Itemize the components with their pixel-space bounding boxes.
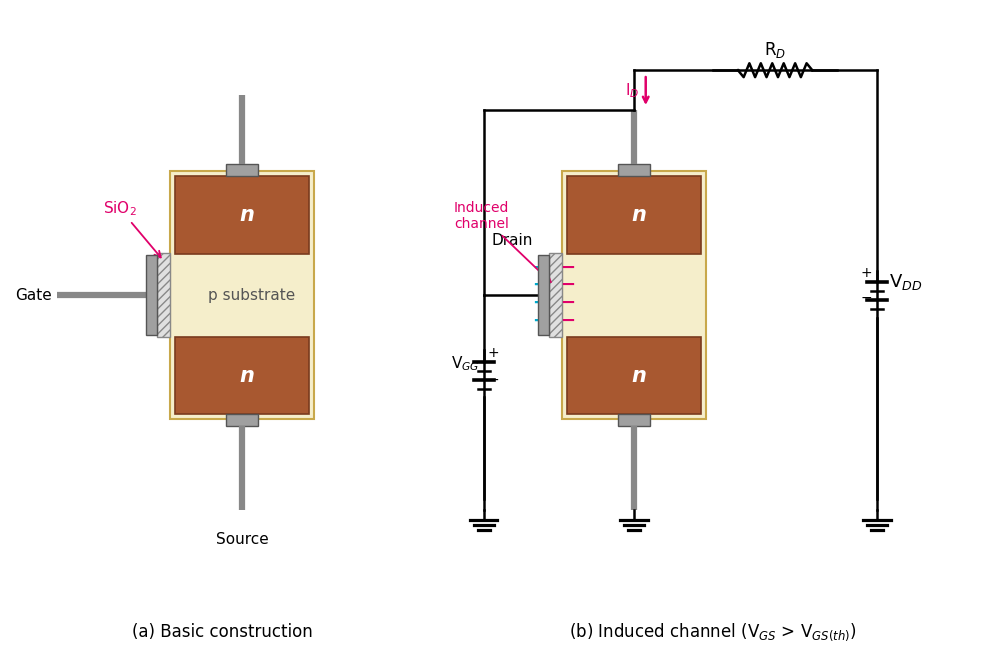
Text: n: n	[240, 205, 254, 225]
Bar	[157, 253, 170, 337]
Text: Gate: Gate	[16, 288, 52, 303]
Text: Source: Source	[216, 532, 268, 547]
Text: SiO$_2$: SiO$_2$	[103, 199, 160, 257]
Bar	[549, 253, 562, 337]
Bar	[562, 172, 706, 419]
Text: +: +	[533, 294, 547, 312]
Text: (b) Induced channel (V$_{GS}$ > V$_{GS(th)}$): (b) Induced channel (V$_{GS}$ > V$_{GS(t…	[569, 622, 857, 643]
Bar	[175, 337, 309, 414]
Text: −: −	[487, 373, 499, 387]
Text: −: −	[560, 277, 575, 294]
Bar	[539, 255, 549, 335]
Text: (a) Basic construction: (a) Basic construction	[132, 624, 313, 642]
Text: n: n	[632, 205, 646, 225]
Bar	[567, 176, 701, 253]
Text: +: +	[533, 259, 547, 277]
Text: Drain: Drain	[492, 233, 533, 248]
Bar	[227, 164, 258, 176]
Bar	[175, 176, 309, 253]
Text: I$_D$: I$_D$	[626, 82, 640, 100]
Bar	[147, 255, 157, 335]
Text: −: −	[860, 291, 872, 306]
Text: +: +	[533, 277, 547, 294]
Text: n: n	[240, 366, 254, 385]
Text: +: +	[533, 312, 547, 330]
Text: V$_{GG}$: V$_{GG}$	[451, 355, 479, 374]
Bar	[227, 414, 258, 426]
Text: p substrate: p substrate	[209, 288, 296, 303]
Text: n: n	[632, 366, 646, 385]
Text: −: −	[560, 259, 575, 277]
Bar	[567, 337, 701, 414]
Bar	[618, 164, 649, 176]
Text: R$_D$: R$_D$	[764, 40, 786, 60]
Bar	[170, 172, 314, 419]
Text: Induced
channel: Induced channel	[454, 201, 550, 282]
Text: +: +	[860, 267, 872, 280]
Bar	[618, 414, 649, 426]
Text: −: −	[560, 312, 575, 330]
Text: −: −	[560, 294, 575, 312]
Text: +: +	[487, 346, 499, 360]
Text: V$_{DD}$: V$_{DD}$	[889, 273, 922, 292]
